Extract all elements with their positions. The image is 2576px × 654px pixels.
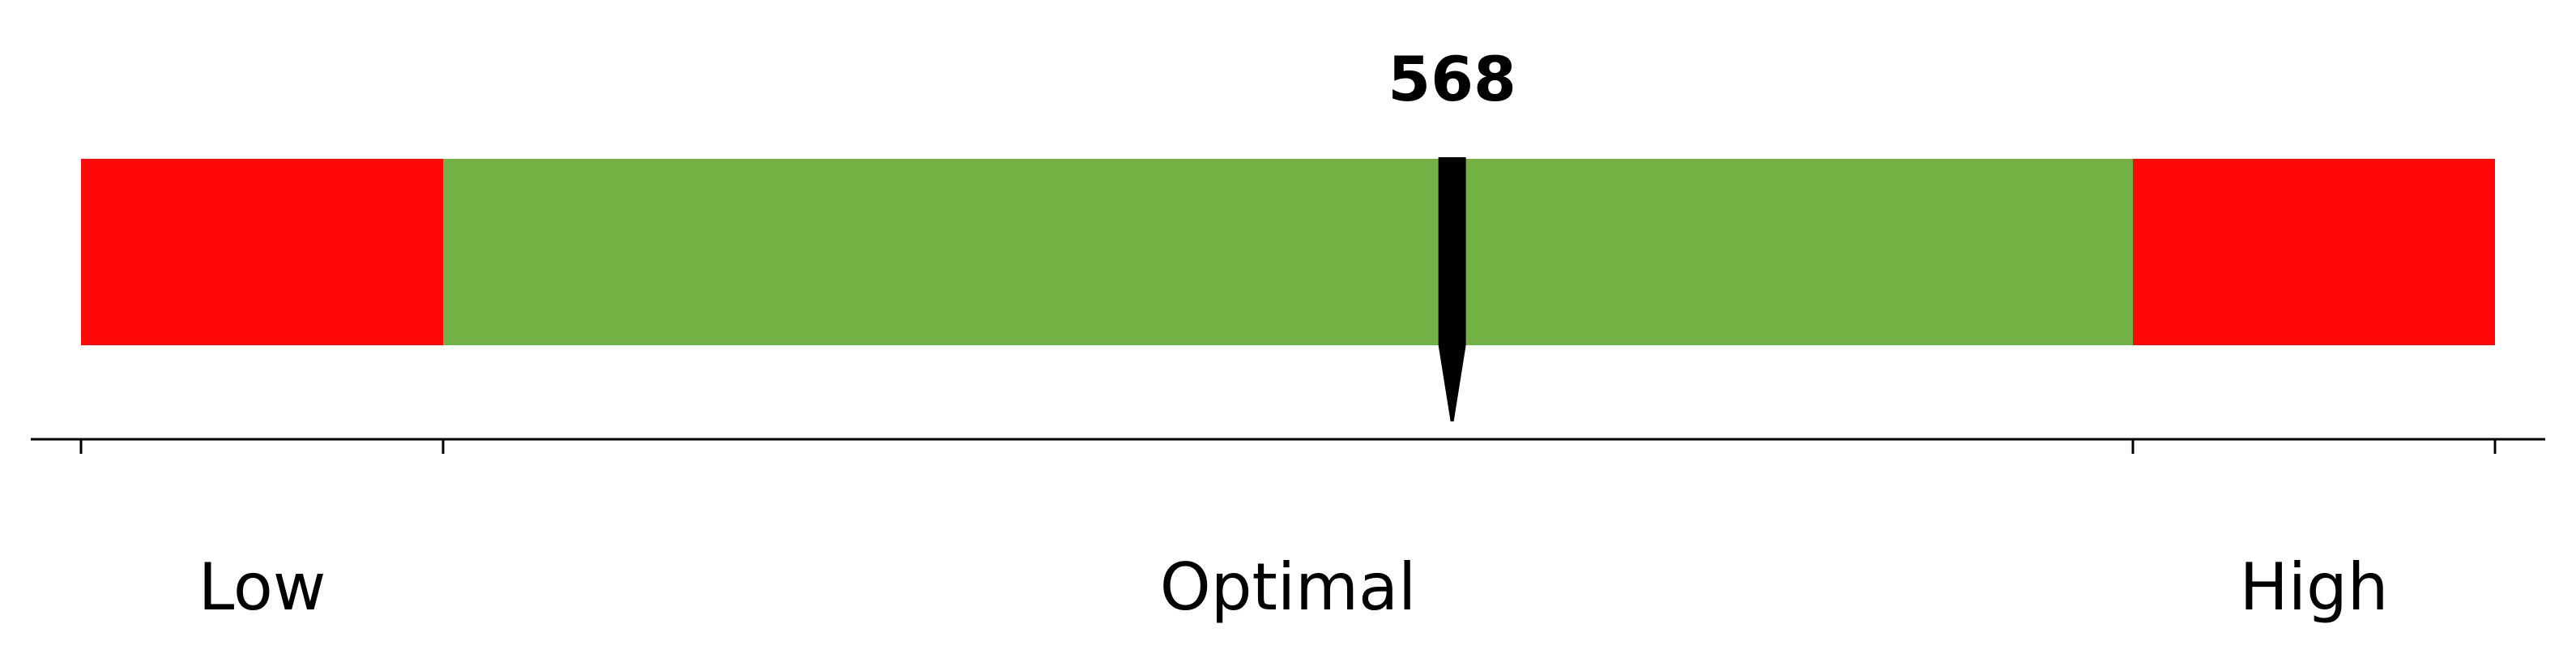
range-label-low: Low [198,549,326,625]
axis [31,438,2545,454]
value-label: 568 [1388,43,1516,115]
range-label-optimal: Optimal [1160,549,1417,625]
range-segments [81,159,2495,345]
value-marker [1438,157,1466,421]
segment-optimal [443,159,2133,345]
segment-low [81,159,443,345]
segment-high [2133,159,2495,345]
range-labels: Low Optimal High [198,549,2389,625]
value-marker-group: 568 [1388,43,1516,421]
range-label-high: High [2240,549,2389,625]
